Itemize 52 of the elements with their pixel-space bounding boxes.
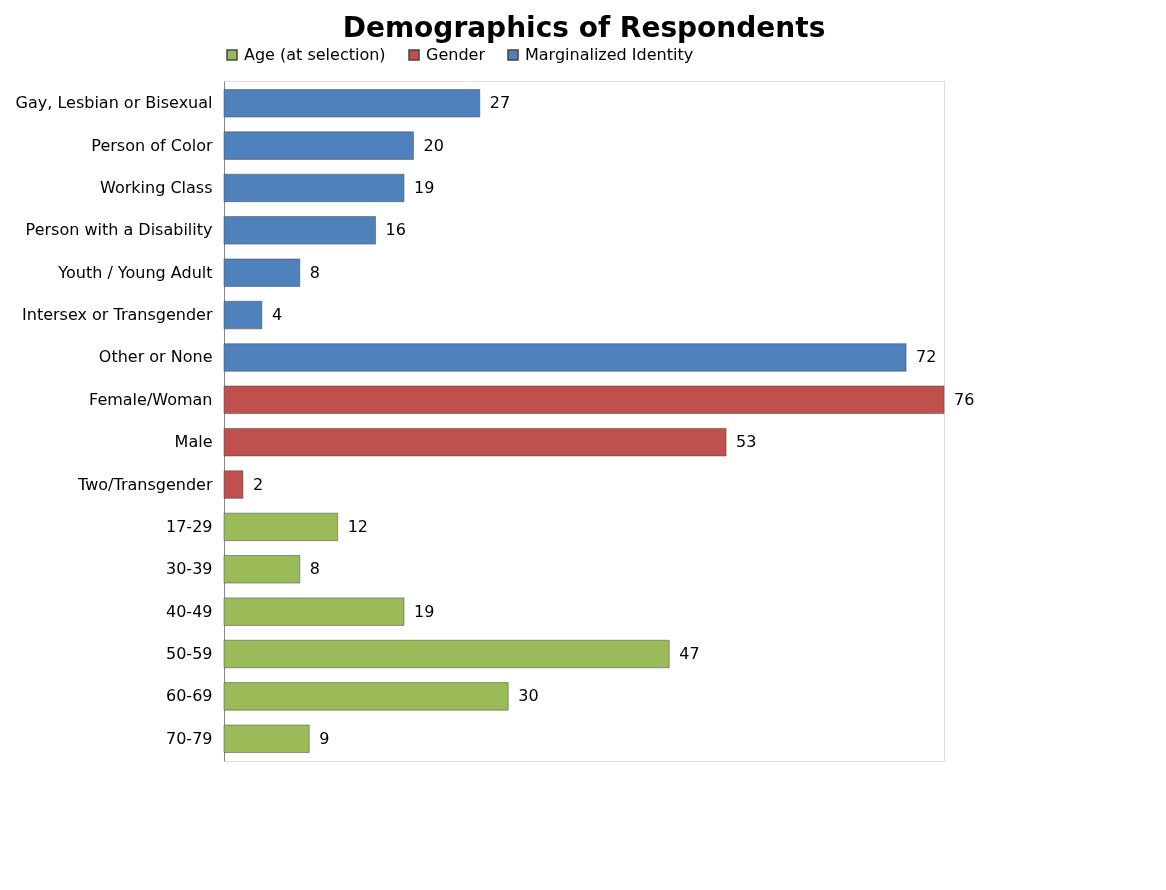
- y-tick-label: 50-59: [166, 644, 213, 664]
- bar: [223, 89, 481, 118]
- data-label: 47: [679, 644, 700, 664]
- data-label: 27: [489, 93, 511, 113]
- bar: [223, 258, 301, 287]
- data-label: 2: [252, 474, 264, 494]
- data-label: 12: [347, 516, 369, 536]
- y-tick-label: Female/Woman: [89, 389, 213, 409]
- y-tick-label: 60-69: [166, 686, 213, 706]
- bar: [223, 640, 670, 669]
- data-label: 20: [423, 135, 444, 155]
- legend-label: Marginalized Identity: [525, 45, 694, 64]
- y-tick-label: 30-39: [166, 559, 213, 579]
- bar: [223, 301, 263, 330]
- data-label: 8: [309, 559, 320, 579]
- y-tick-label: 70-79: [166, 728, 213, 748]
- bar: [223, 343, 907, 372]
- data-label: 76: [954, 389, 975, 409]
- y-tick-label: Male: [174, 432, 213, 452]
- bar: [223, 555, 301, 584]
- bar: [223, 131, 414, 160]
- data-label: 19: [414, 601, 435, 621]
- data-label: 9: [319, 728, 330, 748]
- y-tick-label: Working Class: [100, 177, 213, 197]
- data-label: 16: [385, 220, 406, 240]
- chart-title: Demographics of Respondents: [342, 11, 826, 44]
- data-label: 19: [414, 177, 435, 197]
- bar: [223, 173, 405, 202]
- data-label: 4: [271, 305, 283, 325]
- y-tick-label: Gay, Lesbian or Bisexual: [15, 93, 213, 113]
- y-tick-label: 17-29: [166, 516, 213, 536]
- y-tick-label: Youth / Young Adult: [57, 262, 213, 282]
- data-label: 53: [736, 432, 757, 452]
- y-tick-label: 40-49: [166, 601, 213, 621]
- legend-label: Age (at selection): [244, 45, 386, 64]
- bar: [223, 682, 509, 711]
- bar: [223, 512, 338, 541]
- legend-label: Gender: [426, 45, 486, 64]
- bar: [223, 428, 727, 457]
- y-tick-label: Person with a Disability: [25, 220, 213, 240]
- bar: [223, 597, 405, 626]
- bar: [223, 216, 376, 245]
- y-tick-label: Person of Color: [91, 135, 213, 155]
- bar: [223, 724, 310, 753]
- data-label: 30: [518, 686, 539, 706]
- data-label: 72: [916, 347, 937, 367]
- y-tick-label: Intersex or Transgender: [22, 305, 213, 325]
- data-label: 8: [309, 262, 320, 282]
- bar: [223, 385, 945, 414]
- bar: [223, 470, 244, 499]
- y-tick-label: Two/Transgender: [77, 474, 213, 494]
- y-tick-label: Other or None: [98, 347, 213, 367]
